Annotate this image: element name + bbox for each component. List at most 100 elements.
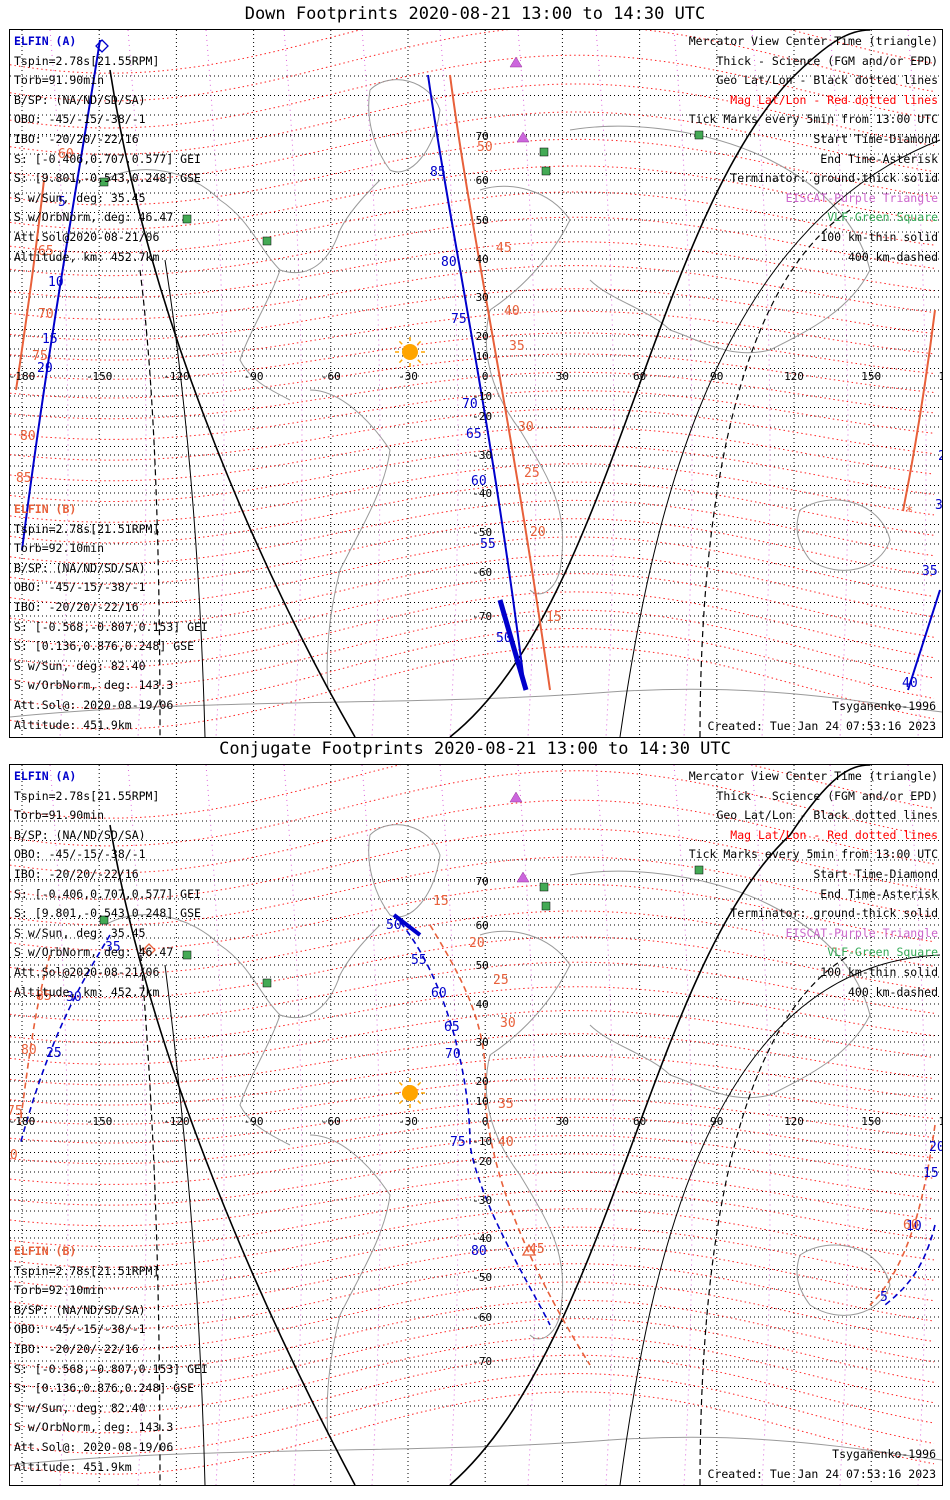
elfin-a-line: Altitude, km: 452.7km xyxy=(14,249,160,264)
lat-label: -60 xyxy=(472,566,492,579)
elfin-a-line: S: [9.801,-0.543,0.248] GSE xyxy=(14,906,201,921)
lon-label: -120 xyxy=(163,370,190,383)
elfin-b-tick-label: 30 xyxy=(500,1016,516,1031)
eiscat-triangle-icon xyxy=(509,791,523,803)
lon-label: 120 xyxy=(784,1115,804,1128)
sun-icon xyxy=(395,337,425,367)
lon-label: 120 xyxy=(784,370,804,383)
lat-label: 60 xyxy=(476,174,489,187)
elfin-b-line: S: [-0.568,-0.807,0.153] GEI xyxy=(14,1361,208,1376)
lat-label: 40 xyxy=(476,253,489,266)
vlf-square-icon xyxy=(541,901,551,911)
legend-item: Terminator: ground-thick solid xyxy=(730,906,938,921)
legend-item: Mercator View Center Time (triangle) xyxy=(688,769,938,783)
elfin-b-line: Tspin=2.78s[21.51RPM] xyxy=(14,1263,160,1278)
elfin-b-line: S w/OrbNorm, deg: 143.3 xyxy=(14,678,174,693)
terminator xyxy=(109,765,941,1485)
elfin-b-tick-label: 15 xyxy=(433,894,449,909)
elfin-a-tick-label: 35 xyxy=(105,940,121,955)
legend-item: Terminator: ground-thick solid xyxy=(730,171,938,186)
legend-item: EISCAT-Purple Triangle xyxy=(785,190,938,205)
elfin-b-line: OBO: -45/-15/-38/-1 xyxy=(14,580,146,595)
elfin-a-line: S w/Sun, deg: 35.45 xyxy=(14,925,146,940)
coastlines xyxy=(10,79,942,718)
elfin-b-track-main xyxy=(449,74,551,691)
vlf-square-icon xyxy=(99,915,109,925)
elfin-a-line: B/SP: (NA/ND/SD/SA) xyxy=(14,827,146,842)
lon-label: 150 xyxy=(861,370,881,383)
lon-label: 90 xyxy=(710,1115,723,1128)
elfin-b-line: S: [0.136,0.876,0.248] GSE xyxy=(14,639,195,654)
vlf-square-icon xyxy=(182,950,192,960)
elfin-b-line: IBO: -20/20/-22/16 xyxy=(14,599,139,614)
elfin-a-info: ELFIN (A) Tspin=2.78s[21.55RPM] Torb=91.90… xyxy=(14,767,201,1002)
mag-grid xyxy=(10,765,935,1475)
map-canvas: -180 -150 -120 -90 -60 -30 0 30 60 90 120 150 180 70 6… xyxy=(10,765,942,1485)
elfin-b-line: OBO: -45/-15/-38/-1 xyxy=(14,1322,146,1337)
elfin-a-line: S: [-0.406,0.707,0.577] GEI xyxy=(14,886,201,901)
conjugate-footprints-map: -180 -150 -120 -90 -60 -30 0 30 60 90 120 150 180 70 6… xyxy=(9,764,943,1486)
geo-grid xyxy=(10,765,942,1485)
lon-label: 60 xyxy=(633,370,646,383)
elfin-b-track-main xyxy=(429,924,591,1366)
lon-label: 150 xyxy=(861,1115,881,1128)
legend-item: End Time-Asterisk xyxy=(820,151,938,166)
elfin-a-tick-label: 30 xyxy=(935,498,942,513)
elfin-a-tick-label: 10 xyxy=(906,1219,922,1234)
elfin-b-line: Altitude: 451.9km xyxy=(14,717,132,732)
elfin-a-line: S w/OrbNorm, deg: 46.47 xyxy=(14,210,174,225)
elfin-b-tick-label: 30 xyxy=(518,420,534,435)
elfin-a-tick-label: 25 xyxy=(46,1046,62,1061)
lat-label: -10 xyxy=(472,390,492,403)
lat-label: -40 xyxy=(472,487,492,500)
lon-label: -90 xyxy=(244,370,264,383)
legend-item: Start Time-Diamond xyxy=(813,131,938,146)
elfin-b-tick-label: 25 xyxy=(493,973,509,988)
legend-item: Thick - Science (FGM and/or EPD) xyxy=(716,53,938,68)
elfin-a-line: Torb=91.90min xyxy=(14,73,105,88)
elfin-a-tick-label: 5 xyxy=(58,195,66,210)
eiscat-triangle-icon xyxy=(509,56,523,68)
elfin-a-tick-label: 85 xyxy=(430,165,446,180)
start-diamond-icon xyxy=(95,39,109,53)
panel-1-title: Down Footprints 2020-08-21 13:00 to 14:3… xyxy=(244,4,706,24)
lat-label: 10 xyxy=(476,350,489,363)
elfin-b-line: S w/OrbNorm, deg: 143.3 xyxy=(14,1420,174,1435)
elfin-a-line: OBO: -45/-15/-38/-1 xyxy=(14,847,146,862)
legend-item: Mag Lat/Lon - Red dotted lines xyxy=(730,92,938,107)
elfin-a-track-main xyxy=(427,74,526,691)
lon-label: -60 xyxy=(321,1115,341,1128)
legend-item: Tick Marks every 5min from 13:00 UTC xyxy=(688,847,938,862)
elfin-b-info: ELFIN (B) Tspin=2.78s[21.51RPM] Torb=92.10… xyxy=(14,500,208,735)
vlf-square-icon xyxy=(539,147,549,157)
elfin-a-tick-label: 75 xyxy=(451,312,467,327)
elfin-a-tick-label: 75 xyxy=(450,1135,466,1150)
elfin-b-tick-label: 75 xyxy=(32,349,48,364)
elfin-b-line: Tspin=2.78s[21.51RPM] xyxy=(14,521,160,536)
lat-label: 30 xyxy=(476,1036,489,1049)
lon-label: 30 xyxy=(556,1115,569,1128)
terminator xyxy=(109,30,941,737)
elfin-a-tick-label: 30 xyxy=(66,990,82,1005)
elfin-a-line: IBO: -20/20/-22/16 xyxy=(14,866,139,881)
vlf-square-icon xyxy=(182,214,192,224)
lon-label: -30 xyxy=(398,1115,418,1128)
elfin-b-tick-label: 60 xyxy=(903,1218,919,1233)
elfin-a-line: S: [-0.406,0.707,0.577] GEI xyxy=(14,151,201,166)
legend-item: Start Time-Diamond xyxy=(813,866,938,881)
elfin-a-tick-label: 55 xyxy=(411,953,427,968)
lat-label: 40 xyxy=(476,998,489,1011)
lat-label: -70 xyxy=(472,1355,492,1368)
lon-label: -120 xyxy=(163,1115,190,1128)
lat-label: -50 xyxy=(472,526,492,539)
legend-item: VLF-Green Square xyxy=(827,210,938,225)
elfin-b-tick-label: 25 xyxy=(524,466,540,481)
center-triangle-icon xyxy=(521,1243,537,1256)
lat-label: 30 xyxy=(476,291,489,304)
down-footprints-map: * -180 -150 -120 -90 -60 -30 0 30 60 90 120 150 180 70… xyxy=(9,29,943,738)
elfin-a-label: ELFIN (A) xyxy=(14,34,77,48)
elfin-a-tick-label: 10 xyxy=(48,275,64,290)
elfin-b-tick-label: 20 xyxy=(469,936,485,951)
lon-label: 30 xyxy=(556,370,569,383)
lat-label: -20 xyxy=(472,1155,492,1168)
